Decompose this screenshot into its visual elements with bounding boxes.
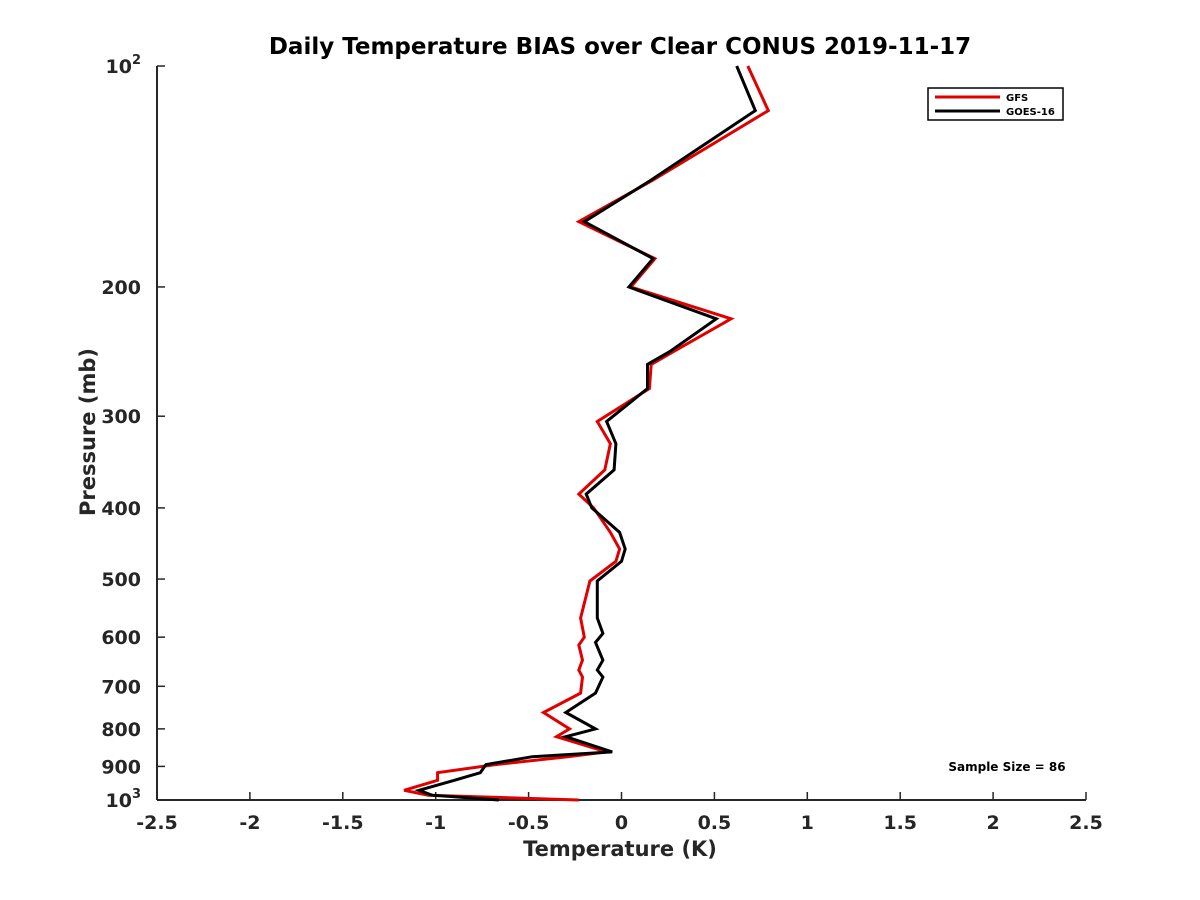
y-tick-base: 10 [106,56,132,78]
x-tick-label: -2.5 [136,812,178,834]
series-line-gfs [403,65,771,802]
series-layer [403,65,771,802]
y-tick-base: 800 [101,719,141,741]
x-tick-label: 0 [615,812,628,834]
x-tick-label: -2 [239,812,260,834]
y-tick-label: 102 [106,53,142,78]
y-tick-label: 700 [101,676,141,698]
y-tick-base: 900 [101,756,141,778]
series-line-goes16 [414,65,758,802]
legend-label-goes16: GOES-16 [1006,107,1055,118]
x-tick-label: 0.5 [698,812,732,834]
x-tick-label: 1 [801,812,814,834]
y-tick-label: 500 [101,569,141,591]
legend-box [927,87,1064,121]
legend-label-gfs: GFS [1006,93,1028,104]
sample-size-annotation: Sample Size = 86 [948,760,1065,774]
y-tick-label: 103 [106,787,142,812]
x-axis-label: Temperature (K) [523,837,717,861]
y-tick-exponent: 2 [132,53,141,68]
chart-title: Daily Temperature BIAS over Clear CONUS … [269,34,971,60]
y-tick-base: 400 [101,498,141,520]
y-tick-label: 300 [101,406,141,428]
x-tick-label: 2 [986,812,999,834]
y-tick-base: 500 [101,569,141,591]
x-tick-label: -0.5 [508,812,550,834]
x-tick-label: 2.5 [1069,812,1103,834]
y-tick-label: 600 [101,627,141,649]
y-tick-label: 400 [101,498,141,520]
x-ticks: -2.5 -2 -1.5 -1 -0.5 0 0.5 1 1.5 2 2.5 [136,792,1103,834]
y-tick-exponent: 3 [132,787,141,802]
y-tick-base: 300 [101,406,141,428]
y-tick-label: 900 [101,756,141,778]
x-tick-label: -1.5 [322,812,364,834]
y-tick-label: 800 [101,719,141,741]
legend: GFS GOES-16 [927,87,1064,121]
y-tick-label: 200 [101,277,141,299]
y-tick-base: 600 [101,627,141,649]
y-tick-base: 10 [106,790,132,812]
x-tick-label: 1.5 [883,812,917,834]
y-tick-base: 200 [101,277,141,299]
y-axis-label: Pressure (mb) [76,348,100,516]
y-tick-base: 700 [101,676,141,698]
x-tick-label: -1 [425,812,446,834]
